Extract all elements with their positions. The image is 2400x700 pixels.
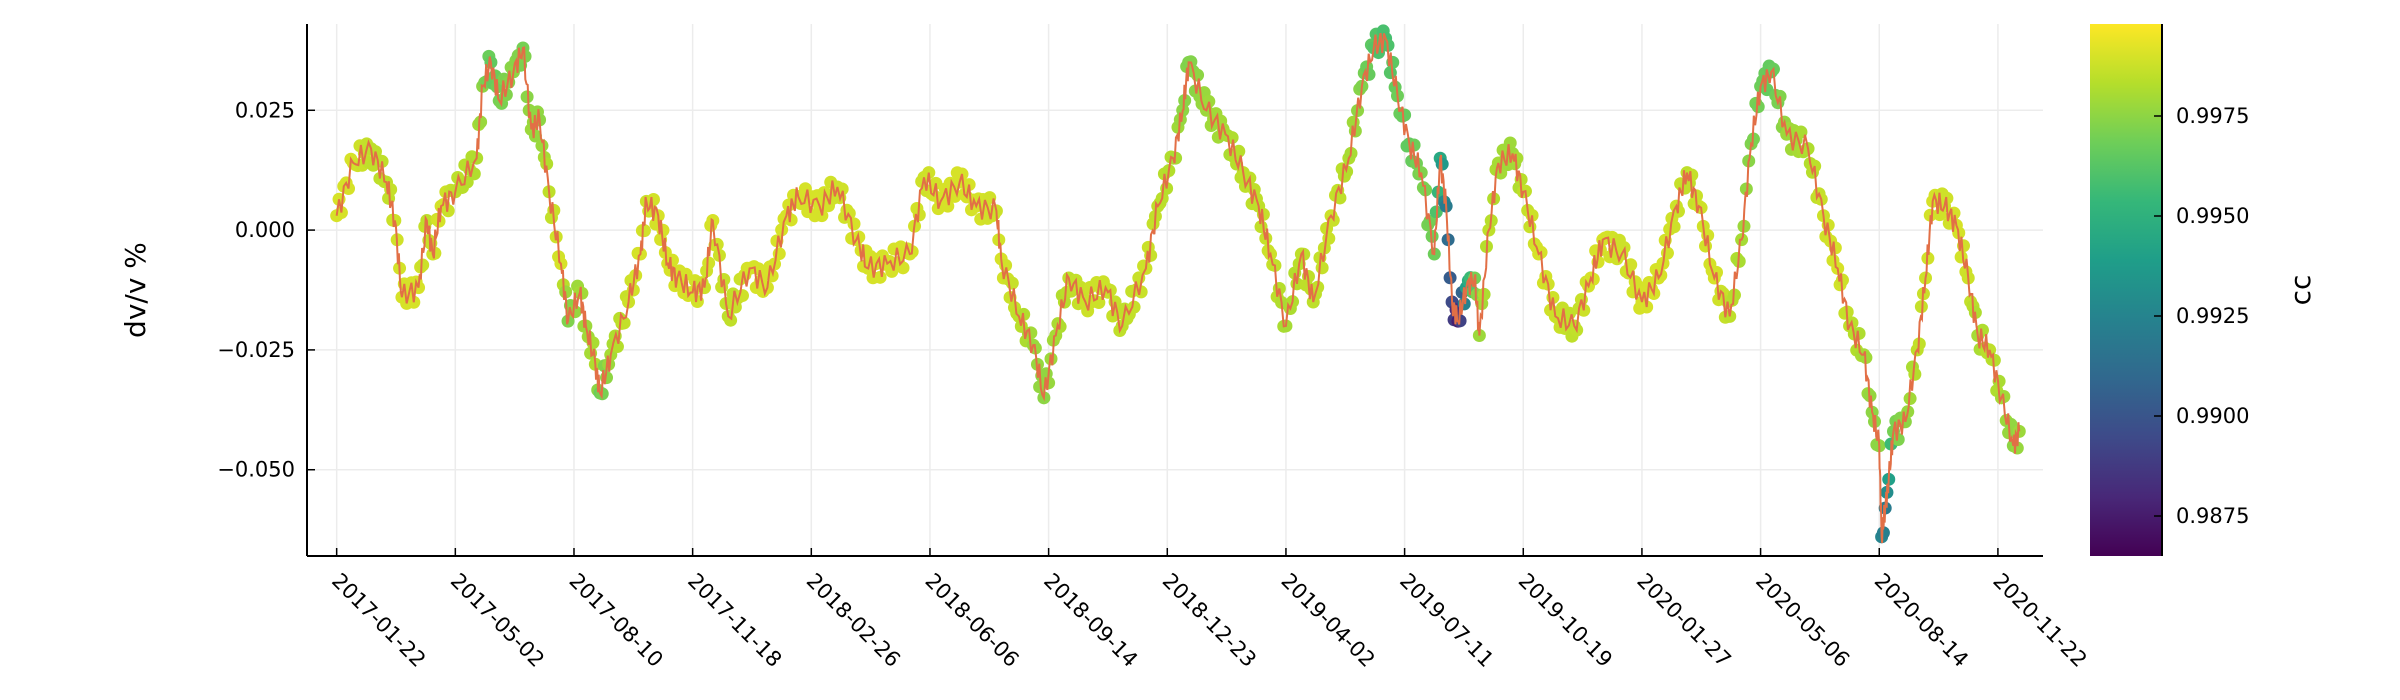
y-tick-label: 0.000 bbox=[235, 218, 295, 242]
colorbar-title: cc bbox=[2284, 275, 2317, 306]
colorbar-tick-label: 0.9900 bbox=[2176, 404, 2249, 428]
data-point bbox=[1954, 250, 1968, 264]
data-point bbox=[416, 258, 430, 272]
x-tick-label: 2017-08-10 bbox=[564, 569, 667, 672]
colorbar-gradient bbox=[2090, 24, 2162, 556]
data-point bbox=[1315, 261, 1329, 275]
x-tick-label: 2017-11-18 bbox=[683, 569, 786, 672]
data-point bbox=[1503, 136, 1517, 150]
data-point bbox=[1477, 287, 1491, 301]
x-tick-label: 2017-05-02 bbox=[446, 569, 549, 672]
data-point bbox=[941, 199, 955, 213]
y-tick-label: 0.025 bbox=[235, 98, 295, 122]
data-point bbox=[724, 313, 738, 327]
x-tick-labels: 2017-01-22 2017-05-02 2017-08-10 2017-11-18… bbox=[327, 548, 2092, 672]
data-point bbox=[784, 213, 798, 227]
x-tick-label: 2018-12-23 bbox=[1158, 569, 1261, 672]
data-point bbox=[1908, 367, 1922, 381]
colorbar-tick-label: 0.9875 bbox=[2176, 504, 2249, 528]
data-point bbox=[528, 129, 542, 143]
x-tick-label: 2019-10-19 bbox=[1514, 569, 1617, 672]
data-point bbox=[1407, 138, 1421, 152]
x-tick-label: 2019-07-11 bbox=[1395, 569, 1498, 672]
data-point bbox=[1617, 241, 1631, 255]
data-point bbox=[1914, 300, 1928, 314]
data-point bbox=[520, 90, 534, 104]
data-point bbox=[1852, 326, 1866, 340]
x-tick-label: 2019-04-02 bbox=[1276, 569, 1379, 672]
y-tick-label: −0.050 bbox=[217, 458, 295, 482]
data-series bbox=[330, 24, 2026, 544]
data-point bbox=[540, 157, 554, 171]
data-point bbox=[896, 261, 910, 275]
data-point bbox=[535, 139, 549, 153]
axes bbox=[306, 24, 2043, 557]
x-tick-label: 2018-09-14 bbox=[1039, 569, 1142, 672]
data-point bbox=[1322, 231, 1336, 245]
data-point bbox=[1876, 526, 1890, 540]
y-tick-labels: 0.025 0.000 −0.025 −0.050 bbox=[217, 98, 315, 482]
data-point bbox=[1751, 100, 1765, 114]
data-point bbox=[772, 247, 786, 261]
data-point bbox=[474, 115, 488, 129]
colorbar: 0.9875 0.9900 0.9925 0.9950 0.9975 cc bbox=[2090, 24, 2317, 556]
data-point bbox=[847, 217, 861, 231]
y-axis-title: dv/v % bbox=[119, 242, 152, 338]
x-tick-label: 2020-05-06 bbox=[1751, 569, 1854, 672]
data-point bbox=[873, 270, 887, 284]
data-point bbox=[646, 192, 660, 206]
data-point bbox=[1975, 323, 1989, 337]
data-points bbox=[330, 24, 2026, 544]
data-point bbox=[1660, 246, 1674, 260]
series-line bbox=[335, 32, 2021, 544]
x-tick-label: 2017-01-22 bbox=[327, 569, 430, 672]
data-point bbox=[1398, 108, 1412, 122]
colorbar-ticks: 0.9875 0.9900 0.9925 0.9950 0.9975 bbox=[2154, 24, 2249, 556]
x-tick-label: 2018-06-06 bbox=[920, 569, 1023, 672]
x-tick-label: 2018-02-26 bbox=[802, 569, 905, 672]
x-tick-label: 2020-11-22 bbox=[1988, 569, 2091, 672]
data-point bbox=[775, 223, 789, 237]
colorbar-tick-label: 0.9950 bbox=[2176, 204, 2249, 228]
x-tick-label: 2020-01-27 bbox=[1632, 569, 1735, 672]
y-tick-label: −0.025 bbox=[217, 338, 295, 362]
data-point bbox=[1202, 94, 1216, 108]
data-point bbox=[702, 256, 716, 270]
x-tick-label: 2020-08-14 bbox=[1870, 569, 1973, 672]
colorbar-tick-label: 0.9925 bbox=[2176, 304, 2249, 328]
data-point bbox=[637, 224, 651, 238]
data-point bbox=[1891, 433, 1905, 447]
data-point bbox=[815, 209, 829, 223]
colorbar-tick-label: 0.9975 bbox=[2176, 104, 2249, 128]
